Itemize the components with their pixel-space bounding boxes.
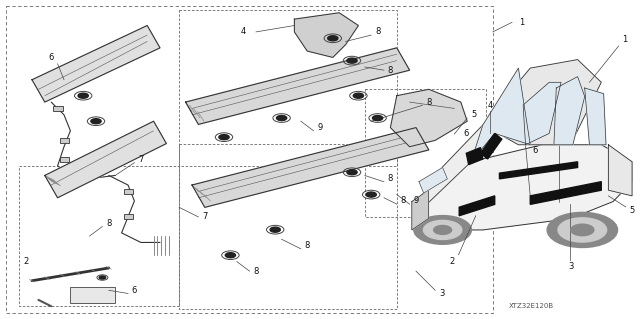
Circle shape	[91, 119, 101, 124]
Circle shape	[372, 115, 383, 121]
Bar	[124, 189, 133, 194]
Text: XTZ32E120B: XTZ32E120B	[509, 303, 554, 309]
Circle shape	[366, 192, 376, 197]
Circle shape	[347, 170, 357, 175]
Polygon shape	[186, 48, 410, 124]
Text: 4: 4	[241, 27, 246, 36]
Bar	[60, 157, 69, 162]
Polygon shape	[530, 182, 602, 204]
Text: 8: 8	[426, 98, 431, 107]
Circle shape	[99, 276, 106, 279]
Text: 6: 6	[532, 146, 538, 155]
Bar	[53, 106, 63, 111]
Text: 5: 5	[629, 205, 635, 215]
Text: 6: 6	[132, 286, 137, 295]
Text: 1: 1	[622, 35, 628, 44]
Text: 4: 4	[487, 100, 493, 109]
Polygon shape	[412, 125, 495, 219]
Text: 6: 6	[49, 53, 54, 62]
Bar	[19, 166, 179, 306]
Circle shape	[78, 93, 88, 98]
Bar	[124, 214, 133, 219]
Polygon shape	[32, 26, 160, 102]
Circle shape	[353, 93, 364, 98]
Polygon shape	[412, 145, 632, 230]
Polygon shape	[554, 77, 585, 145]
Polygon shape	[467, 148, 483, 165]
Polygon shape	[419, 167, 447, 193]
Polygon shape	[192, 128, 429, 207]
Text: 8: 8	[388, 66, 393, 75]
Bar	[60, 138, 69, 143]
Text: 8: 8	[375, 27, 380, 36]
Text: 6: 6	[463, 129, 469, 138]
Text: 2: 2	[449, 257, 455, 266]
Text: 8: 8	[388, 174, 393, 183]
Circle shape	[558, 218, 607, 242]
Bar	[6, 6, 493, 313]
Circle shape	[219, 135, 229, 140]
Polygon shape	[483, 60, 602, 145]
Polygon shape	[481, 133, 502, 159]
Polygon shape	[390, 89, 467, 147]
Text: 9: 9	[317, 123, 323, 132]
Circle shape	[225, 253, 236, 258]
Polygon shape	[471, 68, 530, 162]
Text: 9: 9	[413, 197, 419, 205]
Polygon shape	[412, 190, 428, 230]
Polygon shape	[585, 88, 606, 145]
Polygon shape	[294, 13, 358, 57]
Text: 8: 8	[253, 267, 259, 276]
Text: 8: 8	[106, 219, 111, 228]
Polygon shape	[45, 121, 166, 198]
Circle shape	[547, 212, 618, 248]
Polygon shape	[523, 82, 561, 145]
Circle shape	[347, 58, 357, 63]
Text: 7: 7	[202, 212, 207, 221]
Circle shape	[414, 216, 472, 244]
Text: 3: 3	[439, 289, 444, 298]
Text: 8: 8	[305, 241, 310, 250]
Text: 1: 1	[519, 18, 524, 27]
Text: 8: 8	[401, 197, 406, 205]
Text: 7: 7	[138, 155, 143, 164]
Polygon shape	[499, 162, 578, 179]
Circle shape	[328, 36, 338, 41]
Polygon shape	[460, 196, 495, 216]
Text: 2: 2	[23, 257, 28, 266]
Text: 5: 5	[471, 110, 476, 119]
Polygon shape	[609, 145, 632, 196]
Circle shape	[270, 227, 280, 232]
Circle shape	[434, 226, 452, 234]
Text: 3: 3	[568, 262, 573, 271]
Circle shape	[276, 115, 287, 121]
Bar	[70, 287, 115, 303]
Bar	[365, 89, 486, 217]
Bar	[179, 144, 397, 309]
Circle shape	[424, 220, 462, 240]
Circle shape	[571, 224, 594, 236]
Bar	[179, 10, 397, 166]
